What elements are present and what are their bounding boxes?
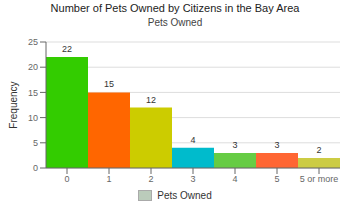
svg-text:10: 10 [28,113,38,123]
svg-text:12: 12 [146,95,156,105]
svg-text:25: 25 [28,37,38,47]
svg-text:2: 2 [316,145,321,155]
svg-text:20: 20 [28,62,38,72]
svg-text:3: 3 [190,174,195,184]
svg-text:5 or more: 5 or more [300,174,339,184]
svg-text:3: 3 [274,140,279,150]
svg-text:15: 15 [104,79,114,89]
svg-text:Frequency: Frequency [8,81,19,128]
svg-text:4: 4 [190,135,195,145]
svg-text:5: 5 [33,138,38,148]
svg-text:1: 1 [106,174,111,184]
svg-text:2: 2 [148,174,153,184]
svg-text:0: 0 [33,163,38,173]
html-text:Pets Owned: Pets Owned [157,189,212,201]
html-text:Number of Pets Owned by Citize: Number of Pets Owned by Citizens in the … [50,2,300,14]
svg-text:5: 5 [274,174,279,184]
svg-text:15: 15 [28,88,38,98]
svg-text:0: 0 [64,174,69,184]
svg-text:4: 4 [232,174,237,184]
svg-text:3: 3 [232,140,237,150]
svg-text:22: 22 [62,44,72,54]
html-text:Pets Owned: Pets Owned [147,17,203,28]
